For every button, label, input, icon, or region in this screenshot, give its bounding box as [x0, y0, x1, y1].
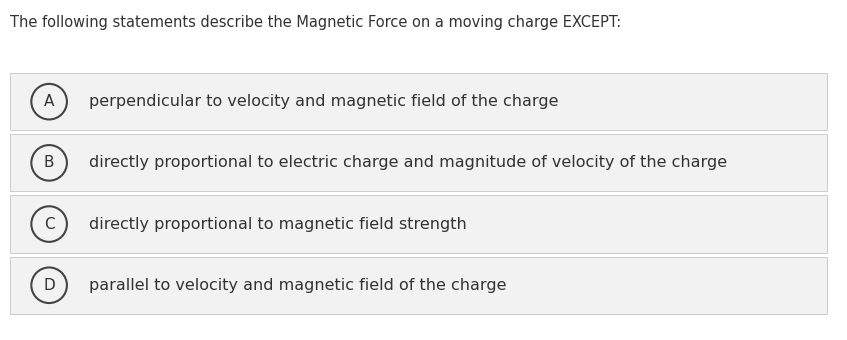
Text: directly proportional to electric charge and magnitude of velocity of the charge: directly proportional to electric charge… — [89, 155, 727, 170]
FancyBboxPatch shape — [10, 195, 827, 253]
Ellipse shape — [31, 145, 67, 181]
Text: parallel to velocity and magnetic field of the charge: parallel to velocity and magnetic field … — [89, 278, 507, 293]
FancyBboxPatch shape — [10, 73, 827, 130]
FancyBboxPatch shape — [10, 134, 827, 191]
Text: D: D — [43, 278, 55, 293]
Text: perpendicular to velocity and magnetic field of the charge: perpendicular to velocity and magnetic f… — [89, 94, 558, 109]
Text: B: B — [44, 155, 54, 170]
Text: The following statements describe the Magnetic Force on a moving charge EXCEPT:: The following statements describe the Ma… — [10, 15, 622, 30]
FancyBboxPatch shape — [10, 257, 827, 314]
Text: A: A — [44, 94, 54, 109]
Ellipse shape — [31, 268, 67, 303]
Ellipse shape — [31, 84, 67, 119]
Ellipse shape — [31, 206, 67, 242]
Text: directly proportional to magnetic field strength: directly proportional to magnetic field … — [89, 217, 467, 232]
Text: C: C — [44, 217, 54, 232]
